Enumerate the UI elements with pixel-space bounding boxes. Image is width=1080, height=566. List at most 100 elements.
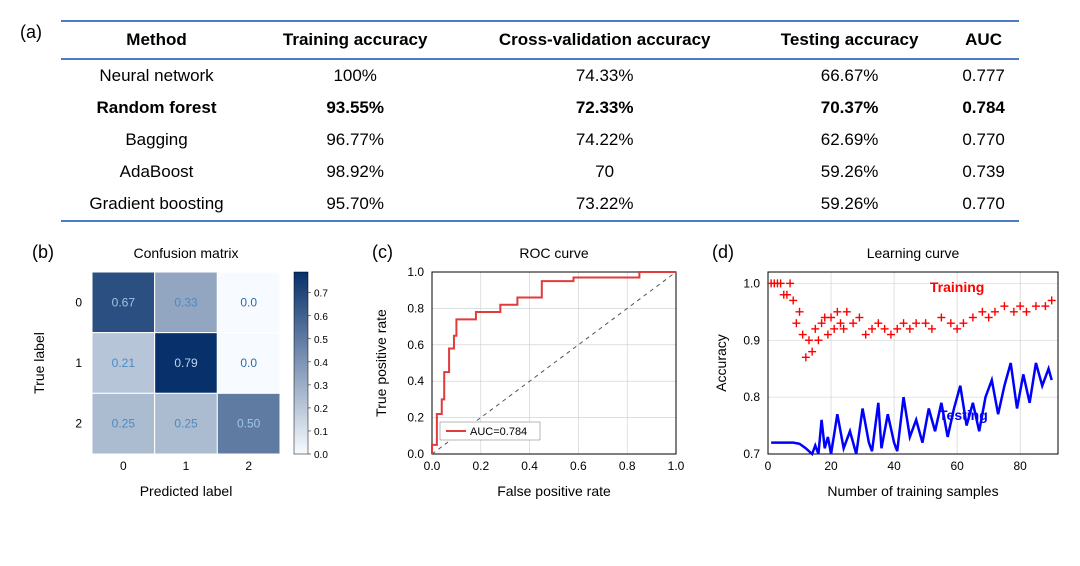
table-cell: 0.784	[948, 92, 1020, 124]
bottom-row: (b) Confusion matrix0.670.330.00.210.790…	[30, 242, 1050, 502]
table-row: Gradient boosting95.70%73.22%59.26%0.770	[61, 188, 1020, 221]
panel-b: (b) Confusion matrix0.670.330.00.210.790…	[30, 242, 350, 502]
svg-text:80: 80	[1013, 459, 1027, 473]
svg-text:Training: Training	[930, 279, 984, 295]
methods-table: MethodTraining accuracyCross-validation …	[61, 20, 1020, 222]
table-cell: AdaBoost	[61, 156, 253, 188]
table-header: Training accuracy	[252, 21, 457, 59]
svg-text:0.67: 0.67	[112, 295, 136, 309]
panel-d: (d) Learning curve 0 20 40 60 80 0.7 0.8 0.9 1.0 T…	[710, 242, 1070, 502]
svg-text:0.4: 0.4	[314, 358, 328, 369]
table-cell: 0.770	[948, 124, 1020, 156]
confusion-matrix-svg: Confusion matrix0.670.330.00.210.790.00.…	[30, 242, 350, 502]
table-row: Random forest93.55%72.33%70.37%0.784	[61, 92, 1020, 124]
learning-curve-svg: Learning curve 0 20 40 60 80 0.7 0.8 0.9 1.0 Train…	[710, 242, 1070, 502]
svg-text:0.21: 0.21	[112, 356, 136, 370]
panel-d-label: (d)	[712, 242, 734, 263]
table-row: Neural network100%74.33%66.67%0.777	[61, 59, 1020, 92]
svg-text:0.6: 0.6	[570, 459, 587, 473]
svg-text:0.0: 0.0	[407, 447, 424, 461]
svg-text:0.8: 0.8	[743, 390, 760, 404]
table-cell: 70	[458, 156, 752, 188]
svg-text:0.5: 0.5	[314, 335, 328, 346]
table-cell: 59.26%	[751, 156, 947, 188]
svg-text:0.4: 0.4	[407, 374, 424, 388]
table-cell: 0.777	[948, 59, 1020, 92]
table-row: AdaBoost98.92%7059.26%0.739	[61, 156, 1020, 188]
svg-text:0.6: 0.6	[314, 312, 328, 323]
table-cell: 0.739	[948, 156, 1020, 188]
svg-text:0.6: 0.6	[407, 338, 424, 352]
svg-text:1.0: 1.0	[668, 459, 685, 473]
table-cell: 100%	[252, 59, 457, 92]
svg-text:1: 1	[75, 356, 82, 370]
svg-text:0: 0	[75, 295, 82, 309]
svg-text:0.7: 0.7	[743, 447, 760, 461]
panel-c: (c) ROC curve 0.0 0.2 0.4 0.6 0.8 1.0 0.0 0.2 0.4…	[370, 242, 690, 502]
svg-text:40: 40	[887, 459, 901, 473]
svg-text:Confusion matrix: Confusion matrix	[133, 245, 238, 261]
table-cell: 96.77%	[252, 124, 457, 156]
svg-text:0.25: 0.25	[174, 417, 198, 431]
svg-text:60: 60	[950, 459, 964, 473]
svg-text:0: 0	[765, 459, 772, 473]
svg-text:Number of training samples: Number of training samples	[827, 483, 998, 499]
svg-text:2: 2	[75, 417, 82, 431]
table-cell: 0.770	[948, 188, 1020, 221]
svg-text:Learning curve: Learning curve	[867, 245, 960, 261]
svg-text:0.2: 0.2	[314, 404, 328, 415]
svg-text:False positive rate: False positive rate	[497, 483, 611, 499]
roc-curve-svg: ROC curve 0.0 0.2 0.4 0.6 0.8 1.0 0.0 0.2 0.4 0.6 0…	[370, 242, 690, 502]
figure-container: (a) MethodTraining accuracyCross-validat…	[30, 20, 1050, 502]
svg-text:0.79: 0.79	[174, 356, 198, 370]
panel-c-label: (c)	[372, 242, 393, 263]
svg-text:0.1: 0.1	[314, 427, 328, 438]
svg-text:0.8: 0.8	[619, 459, 636, 473]
table-cell: Random forest	[61, 92, 253, 124]
svg-text:0.0: 0.0	[314, 450, 328, 461]
svg-text:0.3: 0.3	[314, 381, 328, 392]
svg-text:0.2: 0.2	[472, 459, 489, 473]
svg-text:20: 20	[824, 459, 838, 473]
svg-text:0.33: 0.33	[174, 295, 198, 309]
table-cell: 74.22%	[458, 124, 752, 156]
svg-text:Testing: Testing	[939, 407, 988, 423]
svg-text:0.2: 0.2	[407, 411, 424, 425]
svg-text:0.9: 0.9	[743, 333, 760, 347]
table-header: Method	[61, 21, 253, 59]
svg-text:True positive rate: True positive rate	[373, 309, 389, 417]
svg-text:0.0: 0.0	[240, 295, 257, 309]
table-row: Bagging96.77%74.22%62.69%0.770	[61, 124, 1020, 156]
table-cell: 73.22%	[458, 188, 752, 221]
panel-a: (a) MethodTraining accuracyCross-validat…	[30, 20, 1050, 222]
svg-text:1: 1	[183, 459, 190, 473]
table-cell: 70.37%	[751, 92, 947, 124]
table-header: Testing accuracy	[751, 21, 947, 59]
table-cell: 66.67%	[751, 59, 947, 92]
svg-text:0.0: 0.0	[424, 459, 441, 473]
table-cell: Bagging	[61, 124, 253, 156]
svg-text:1.0: 1.0	[743, 276, 760, 290]
panel-b-label: (b)	[32, 242, 54, 263]
svg-text:0.50: 0.50	[237, 417, 261, 431]
svg-text:0.8: 0.8	[407, 301, 424, 315]
svg-text:Accuracy: Accuracy	[713, 334, 729, 392]
table-header: AUC	[948, 21, 1020, 59]
svg-text:Predicted label: Predicted label	[140, 483, 233, 499]
svg-text:True label: True label	[31, 332, 47, 394]
svg-text:2: 2	[245, 459, 252, 473]
table-cell: 98.92%	[252, 156, 457, 188]
table-cell: 93.55%	[252, 92, 457, 124]
svg-text:0.7: 0.7	[314, 289, 328, 300]
svg-text:AUC=0.784: AUC=0.784	[470, 426, 527, 438]
table-cell: Neural network	[61, 59, 253, 92]
svg-text:0.4: 0.4	[521, 459, 538, 473]
table-cell: 62.69%	[751, 124, 947, 156]
svg-text:0.25: 0.25	[112, 417, 136, 431]
table-cell: 74.33%	[458, 59, 752, 92]
svg-text:ROC curve: ROC curve	[519, 245, 588, 261]
svg-text:0: 0	[120, 459, 127, 473]
svg-text:0.0: 0.0	[240, 356, 257, 370]
table-cell: Gradient boosting	[61, 188, 253, 221]
table-cell: 72.33%	[458, 92, 752, 124]
